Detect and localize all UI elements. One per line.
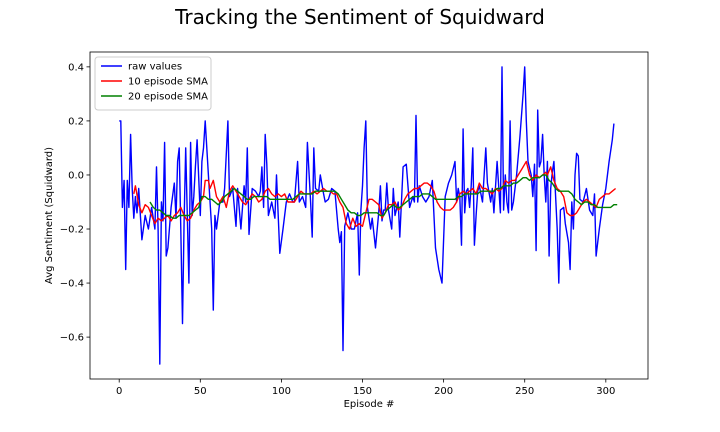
series-line-2 [133,160,617,230]
x-tick-label: 150 [353,386,372,397]
y-tick-label: −0.2 [60,225,84,236]
y-tick-label: −0.6 [60,333,84,344]
plot-area [119,66,618,365]
plot-frame [89,51,649,380]
x-axis: 0 50 100 150 200 250 300 [116,379,615,397]
x-tick-label: 250 [515,386,534,397]
legend-label: 20 episode SMA [128,92,208,103]
y-axis-label: Avg Sentiment (Squidward) [44,147,55,284]
chart-title: Tracking the Sentiment of Squidward [174,5,545,29]
series-line-1 [119,66,615,365]
legend-box [94,56,212,111]
y-tick-label: 0.4 [68,62,84,73]
y-tick-label: −0.4 [60,279,84,290]
y-tick-label: 0.0 [68,170,84,181]
x-tick-label: 100 [272,386,291,397]
x-tick-label: 300 [596,386,615,397]
x-tick-label: 0 [116,386,122,397]
y-tick-label: 0.2 [68,116,84,127]
series-line-3 [149,174,618,219]
x-axis-label: Episode # [344,399,395,410]
x-tick-label: 200 [434,386,453,397]
y-axis: −0.6 −0.4 −0.2 0.0 0.2 0.4 [60,62,90,344]
legend-label: raw values [128,62,182,73]
x-tick-label: 50 [194,386,207,397]
legend: raw values 10 episode SMA 20 episode SMA [94,56,212,111]
legend-label: 10 episode SMA [128,77,208,88]
